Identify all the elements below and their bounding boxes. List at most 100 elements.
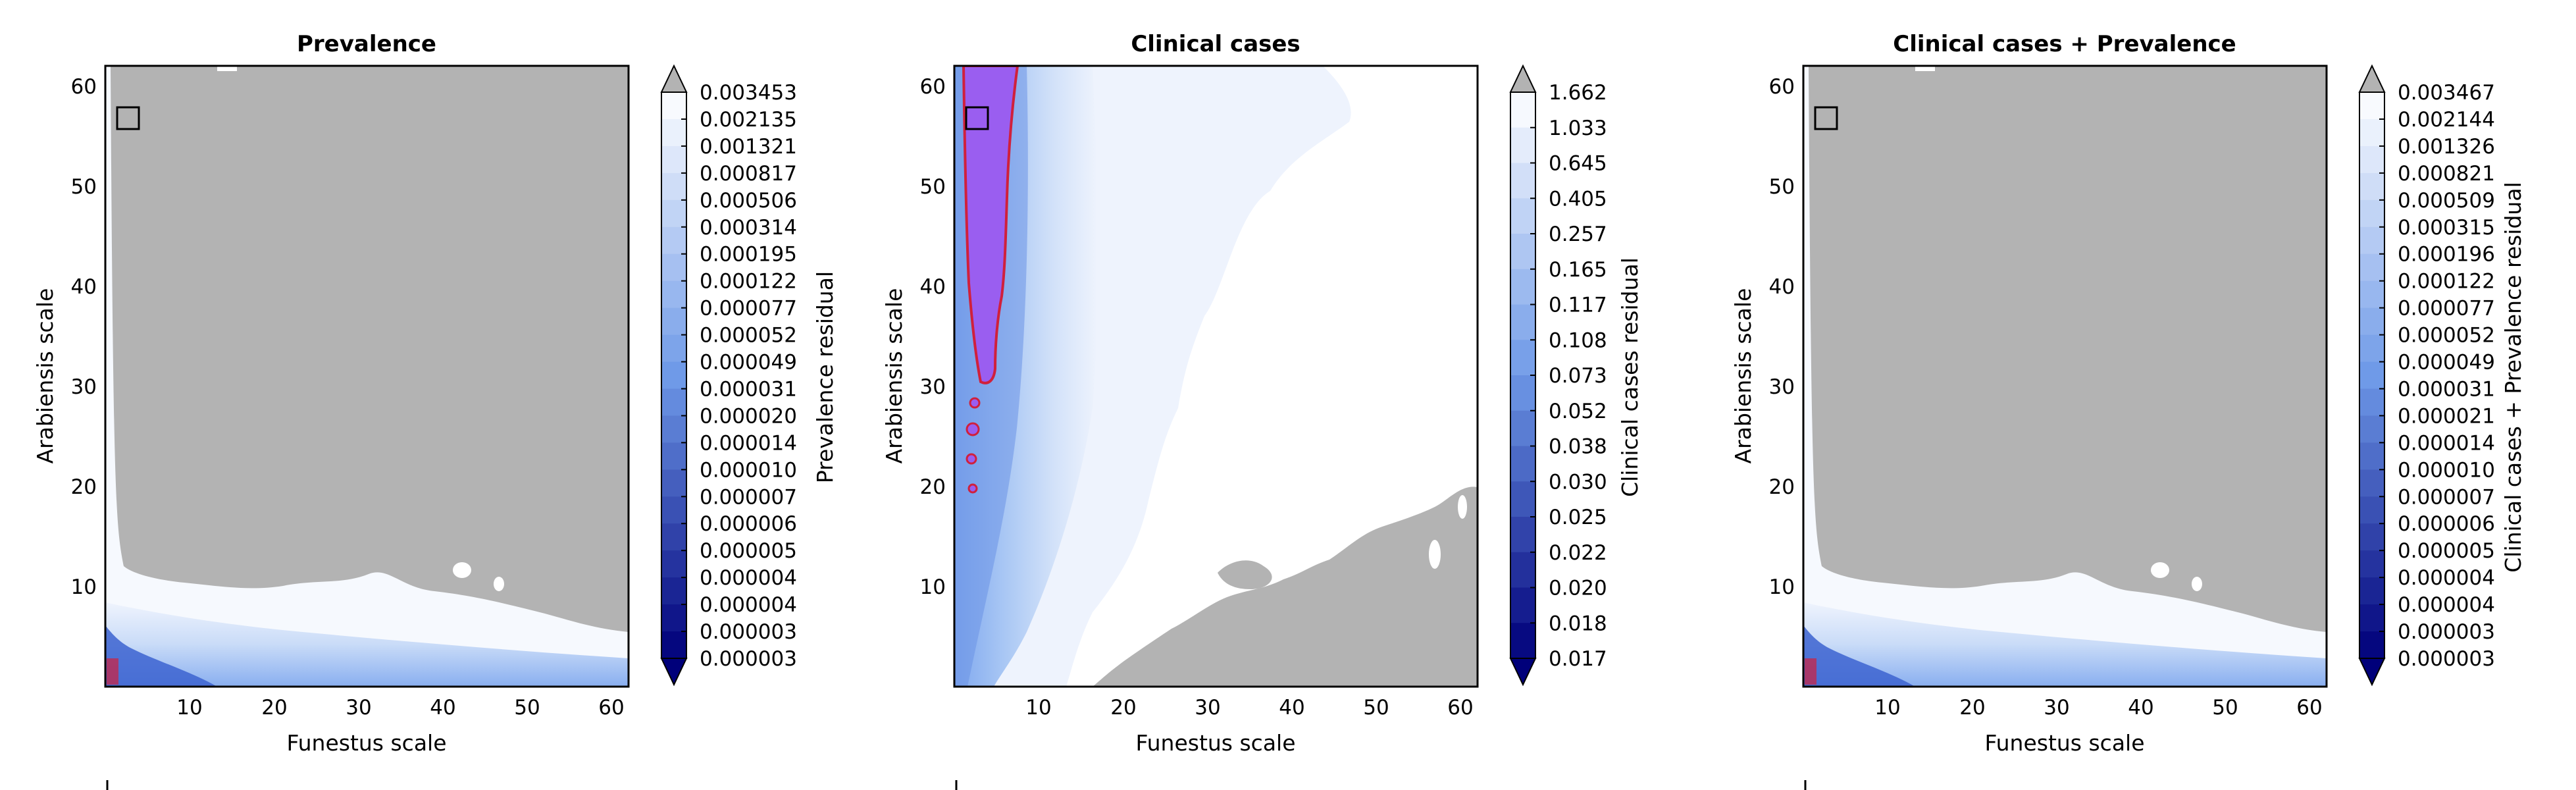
colorbar-extend-bottom [1509,658,1537,687]
colorbar-tick-label: 0.003453 [700,81,797,105]
y-tick-label: 20 [920,475,946,499]
colorbar-tick-label: 0.000122 [700,270,797,294]
x-tick-label: 30 [346,696,371,720]
clinical-purple-spot [966,422,980,436]
x-tick-label: 20 [1110,696,1136,720]
colorbar-tick-label: 0.000122 [2398,270,2495,294]
colorbar-extend-bottom [2358,658,2386,687]
colorbar-tick-label: 0.001321 [700,135,797,159]
colorbar-tick-label: 0.000004 [700,593,797,617]
colorbar-segment [1510,163,1535,199]
colorbar-tick-label: 0.000506 [700,189,797,213]
colorbar-tick-label: 0.000821 [2398,162,2495,186]
combined-xlabel: Funestus scale [1984,730,2144,756]
colorbar-segment [1510,410,1535,447]
colorbar-segment [661,550,686,578]
prevalence-colorbar-label: Prevalence residual [812,271,838,483]
colorbar-segment [2359,307,2384,336]
x-tick-label: 50 [2212,696,2238,720]
x-tick-label: 10 [176,696,202,720]
colorbar-segment [2359,172,2384,201]
colorbar-tick-label: 0.000003 [700,647,797,671]
colorbar-segment [1510,481,1535,517]
x-tick-label: 20 [1959,696,1985,720]
prevalence-ylabel: Arabiensis scale [32,288,58,464]
colorbar-tick-label: 0.000003 [2398,620,2495,644]
x-tick-label: 10 [1025,696,1051,720]
combined-marker-square [1814,106,1838,130]
colorbar-tick-label: 0.000509 [2398,189,2495,213]
colorbar-tick-label: 0.052 [1549,400,1607,423]
colorbar-segment [2359,280,2384,309]
colorbar-tick-label: 0.001326 [2398,135,2495,159]
combined-colorbar-label: Clinical cases + Prevalence residual [2500,182,2526,572]
colorbar-tick-label: 0.165 [1549,258,1607,282]
colorbar-tick-label: 0.038 [1549,435,1607,459]
colorbar-segment [661,118,686,147]
clinical-purple-spot [966,453,977,465]
x-tick-label: 40 [2128,696,2153,720]
colorbar-segment [661,226,686,255]
colorbar-tick-label: 0.000014 [700,431,797,455]
clinical-white-hole [1458,495,1467,519]
clinical-purple-spot [969,397,981,409]
combined-title: Clinical cases + Prevalence [1893,31,2236,57]
colorbar-frame [661,92,687,659]
colorbar-tick-label: 0.000014 [2398,431,2495,455]
combined-hot-cell [1805,658,1816,685]
colorbar-tick-label: 0.000077 [2398,297,2495,321]
colorbar-segment [661,145,686,174]
colorbar-segment [2359,199,2384,228]
panel-clinical: Clinical cases Funestus scale Arabiensis… [881,31,1643,756]
colorbar-tick-label: 0.022 [1549,541,1607,565]
colorbar-tick-label: 0.000004 [2398,566,2495,590]
colorbar-tick-label: 0.017 [1549,647,1607,671]
clinical-heatmap [954,66,1478,687]
combined-colorbar: 0.003467 0.002144 0.001326 0.000821 0.000509… [2358,64,2526,687]
x-tick-label: 60 [2296,696,2322,720]
colorbar-segment [1510,552,1535,589]
combined-island [2151,562,2169,578]
colorbar-segment [661,92,686,120]
y-tick-label: 60 [1769,75,1795,99]
colorbar-tick-label: 0.000196 [2398,243,2495,267]
colorbar-tick-label: 0.000003 [2398,647,2495,671]
colorbar-segment [2359,415,2384,443]
colorbar-tick-label: 0.117 [1549,294,1607,317]
colorbar-tick-label: 1.662 [1549,81,1607,105]
prevalence-island [494,577,504,591]
colorbar-segment [661,253,686,282]
colorbar-segment [2359,334,2384,363]
clinical-masked-region [1093,487,1478,687]
colorbar-tick-label: 0.000817 [700,162,797,186]
colorbar-tick-label: 0.000049 [700,351,797,375]
colorbar-extend-top [660,64,688,93]
clinical-y-ticks: 10 20 30 40 50 60 [920,75,946,599]
colorbar-segment [661,361,686,390]
combined-x-ticks: 10 20 30 40 50 60 [1874,696,2322,720]
colorbar-segment [661,469,686,497]
colorbar-extend-top [2358,64,2386,93]
panel-combined: Clinical cases + Prevalence Funestus sca… [1730,31,2526,756]
y-tick-label: 50 [1769,175,1795,199]
combined-white-notch [1915,66,1935,71]
colorbar-segment [661,280,686,309]
colorbar-segment [2359,118,2384,147]
combined-masked-region [1809,66,2327,632]
clinical-colorbar: 1.662 1.033 0.645 0.405 0.257 0.165 0.117 0.108… [1509,64,1643,687]
colorbar-tick-label: 0.000004 [2398,593,2495,617]
y-tick-label: 20 [1769,475,1795,499]
colorbar-tick-label: 0.000003 [700,620,797,644]
colorbar-segment [1510,304,1535,340]
combined-heatmap [1803,66,2327,687]
colorbar-segment [661,577,686,605]
clinical-title: Clinical cases [1131,31,1300,57]
colorbar-tick-label: 0.003467 [2398,81,2495,105]
colorbar-segment [1510,92,1535,128]
y-tick-label: 50 [920,175,946,199]
colorbar-segment [661,199,686,228]
colorbar-segment [2359,577,2384,605]
colorbar-tick-label: 0.000007 [700,485,797,509]
y-tick-label: 20 [71,475,97,499]
y-tick-label: 60 [920,75,946,99]
